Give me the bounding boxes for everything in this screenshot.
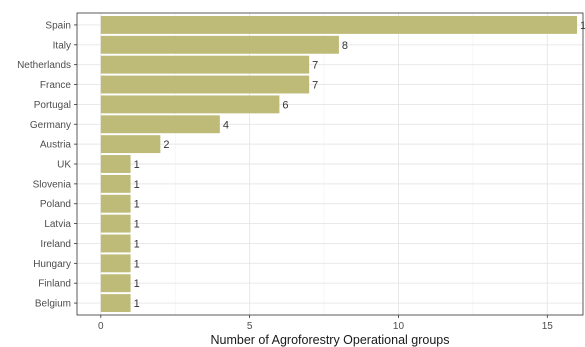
y-tick-label: Netherlands (17, 60, 71, 71)
data-label: 1 (134, 278, 140, 290)
y-tick-label: Latvia (44, 219, 71, 230)
bar-spain (100, 15, 578, 34)
data-label: 7 (312, 80, 318, 92)
bar-ireland (100, 234, 131, 253)
data-labels: 16 8 7 7 6 4 2 1 1 1 1 1 1 1 1 (134, 20, 585, 310)
bar-portugal (100, 95, 280, 114)
x-tick-label: 15 (542, 321, 554, 332)
bar-austria (100, 135, 161, 154)
y-tick-label: UK (57, 160, 71, 171)
bar-italy (100, 35, 339, 54)
y-axis: Spain Italy Netherlands France Portugal Germa… (17, 20, 77, 310)
bar-hungary (100, 254, 131, 273)
y-tick-label: Austria (40, 140, 72, 151)
bar-uk (100, 155, 131, 173)
bar-france (100, 75, 310, 94)
y-tick-label: Ireland (40, 239, 71, 250)
y-tick-label: France (40, 80, 72, 91)
y-tick-label: Belgium (35, 299, 71, 310)
bar-poland (100, 194, 131, 213)
bar-slovenia (100, 174, 131, 193)
bar-netherlands (100, 55, 310, 74)
x-tick-label: 5 (247, 321, 253, 332)
x-tick-label: 10 (393, 321, 405, 332)
data-label: 1 (134, 258, 140, 270)
data-label: 1 (134, 159, 140, 171)
data-label: 7 (312, 60, 318, 72)
x-axis: 0 5 10 15 (98, 315, 553, 332)
data-label: 1 (134, 179, 140, 191)
data-label: 2 (163, 139, 169, 151)
y-tick-label: Portugal (34, 100, 71, 111)
y-tick-label: Spain (45, 20, 71, 31)
data-label: 1 (134, 238, 140, 250)
bar-belgium (100, 294, 131, 313)
y-tick-label: Italy (53, 40, 71, 51)
bars (100, 15, 578, 313)
data-label: 8 (342, 40, 348, 52)
data-label: 16 (580, 20, 585, 32)
bar-latvia (100, 214, 131, 233)
data-label: 6 (282, 99, 288, 111)
x-tick-label: 0 (98, 321, 104, 332)
data-label: 4 (223, 119, 229, 131)
y-tick-label: Slovenia (33, 179, 72, 190)
x-axis-title: Number of Agroforestry Operational group… (210, 333, 449, 347)
bar-germany (100, 115, 220, 134)
data-label: 1 (134, 219, 140, 231)
data-label: 1 (134, 298, 140, 310)
y-tick-label: Poland (40, 199, 71, 210)
y-tick-label: Finland (38, 279, 71, 290)
data-label: 1 (134, 199, 140, 211)
y-tick-label: Germany (30, 120, 71, 131)
bar-finland (100, 274, 131, 293)
y-tick-label: Hungary (33, 259, 71, 270)
